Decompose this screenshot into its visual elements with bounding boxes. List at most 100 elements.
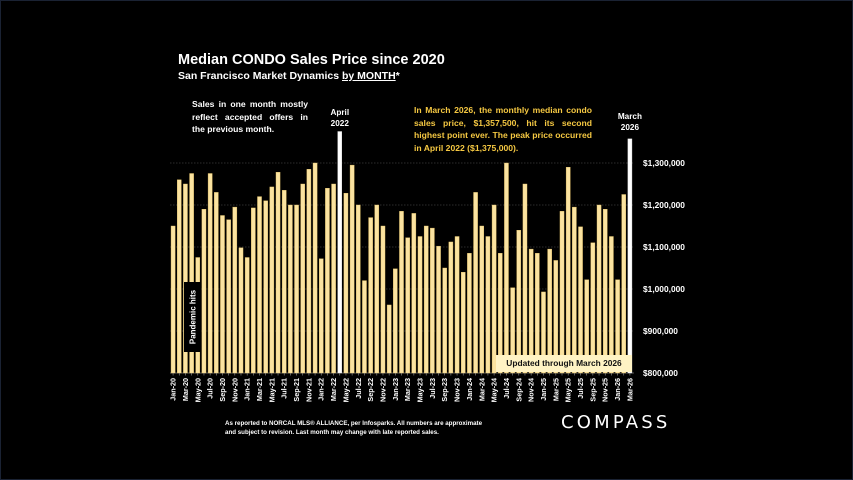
bar-jun-22 bbox=[349, 164, 355, 374]
subtitle-prefix: San Francisco Market Dynamics bbox=[178, 70, 342, 82]
x-tick-label: Mar-22 bbox=[329, 378, 338, 401]
y-tick-label: $800,000 bbox=[643, 368, 678, 378]
footer-disclaimer: As reported to NORCAL MLS® ALLIANCE, per… bbox=[225, 419, 515, 437]
bar-may-22 bbox=[343, 193, 349, 374]
bar-mar-24 bbox=[479, 225, 484, 374]
bar-jun-21 bbox=[275, 172, 281, 374]
x-tick-label: Jul-22 bbox=[354, 378, 363, 399]
marker-year: 2026 bbox=[620, 123, 640, 132]
bar-nov-23 bbox=[454, 236, 460, 374]
bar-sep-24 bbox=[516, 229, 522, 374]
bar-feb-20 bbox=[177, 179, 182, 374]
compass-logo: COMPASS bbox=[561, 412, 671, 433]
bar-jan-24 bbox=[467, 253, 472, 374]
x-axis: Jan-20 Mar-20 May-20 Jul-20 Sep-20 Nov-20 Jan-… bbox=[169, 373, 634, 402]
bar-apr-24 bbox=[485, 236, 491, 374]
bar-nov-21 bbox=[306, 169, 312, 374]
x-tick-label: Jul-20 bbox=[206, 378, 215, 399]
bars bbox=[170, 131, 633, 374]
bar-sep-21 bbox=[294, 204, 299, 374]
x-tick-label: Mar-26 bbox=[625, 378, 634, 401]
bar-feb-24 bbox=[473, 192, 478, 374]
marker-label-march-2026: March 2026 bbox=[610, 111, 650, 133]
x-tick-label: Nov-21 bbox=[304, 378, 313, 402]
y-tick-label: $1,000,000 bbox=[643, 284, 685, 294]
bar-jul-21 bbox=[281, 190, 287, 374]
bar-sep-23 bbox=[442, 267, 447, 374]
x-tick-label: Sep-24 bbox=[514, 378, 523, 402]
bar-apr-21 bbox=[263, 200, 268, 374]
x-tick-label: Nov-20 bbox=[230, 378, 239, 402]
y-tick-label: $900,000 bbox=[643, 326, 678, 336]
bar-dec-21 bbox=[312, 162, 318, 374]
x-tick-label: Sep-25 bbox=[588, 378, 597, 402]
note-march-2026: In March 2026, the monthly median condo … bbox=[414, 105, 592, 153]
bar-feb-22 bbox=[325, 187, 330, 374]
bar-jan-23 bbox=[393, 268, 398, 374]
x-tick-label: Jan-21 bbox=[243, 378, 252, 401]
bar-nov-22 bbox=[380, 225, 386, 374]
bar-apr-22 bbox=[337, 131, 343, 374]
x-tick-label: May-23 bbox=[416, 378, 425, 402]
bar-oct-24 bbox=[522, 183, 528, 374]
bar-feb-26 bbox=[621, 194, 626, 374]
bar-dec-23 bbox=[460, 272, 466, 374]
x-tick-label: May-21 bbox=[267, 378, 276, 402]
y-tick-label: $1,200,000 bbox=[643, 200, 685, 210]
bar-jan-21 bbox=[244, 257, 250, 374]
bar-oct-23 bbox=[448, 241, 454, 374]
bar-may-23 bbox=[417, 236, 423, 374]
x-tick-label: Jan-23 bbox=[391, 378, 400, 401]
x-tick-label: Nov-25 bbox=[601, 378, 610, 402]
x-tick-label: Jul-23 bbox=[428, 378, 437, 399]
bar-may-25 bbox=[565, 166, 571, 374]
x-tick-label: Nov-24 bbox=[527, 378, 536, 402]
bar-mar-26 bbox=[627, 138, 633, 374]
bar-jul-22 bbox=[356, 204, 361, 374]
marker-label-april-2022: April 2022 bbox=[320, 107, 360, 129]
pandemic-label: Pandemic hits bbox=[188, 289, 197, 345]
bar-oct-20 bbox=[226, 219, 231, 374]
x-tick-label: May-22 bbox=[341, 378, 350, 402]
bar-mar-22 bbox=[331, 183, 336, 374]
subtitle-suffix: * bbox=[395, 70, 400, 82]
x-tick-label: Jul-25 bbox=[576, 378, 585, 399]
bar-sep-22 bbox=[368, 217, 373, 374]
bar-oct-22 bbox=[374, 204, 380, 374]
bar-feb-21 bbox=[251, 207, 256, 374]
chart-title: Median CONDO Sales Price since 2020 bbox=[178, 52, 445, 68]
bar-sep-25 bbox=[590, 242, 596, 374]
bar-apr-23 bbox=[411, 213, 417, 374]
x-tick-label: Sep-21 bbox=[292, 378, 301, 402]
chart-subtitle: San Francisco Market Dynamics by MONTH* bbox=[178, 70, 400, 82]
bar-jan-22 bbox=[319, 258, 324, 374]
x-tick-label: May-20 bbox=[193, 378, 202, 402]
pandemic-annotation: Pandemic hits bbox=[184, 282, 201, 352]
disclaimer-line-1: As reported to NORCAL MLS® ALLIANCE, per… bbox=[225, 420, 483, 427]
bar-jul-23 bbox=[430, 227, 435, 374]
bar-aug-23 bbox=[436, 245, 441, 374]
x-tick-label: Jul-24 bbox=[502, 378, 511, 399]
disclaimer-line-2: and subject to revision. Last month may … bbox=[225, 429, 439, 436]
bar-dec-20 bbox=[238, 247, 244, 374]
y-tick-label: $1,100,000 bbox=[643, 242, 685, 252]
x-tick-label: Mar-24 bbox=[477, 378, 486, 401]
bar-oct-21 bbox=[300, 183, 305, 374]
x-tick-label: Nov-23 bbox=[453, 378, 462, 402]
bar-aug-20 bbox=[214, 192, 219, 374]
bar-jul-25 bbox=[578, 226, 583, 374]
bar-nov-20 bbox=[232, 206, 238, 374]
bar-feb-23 bbox=[399, 211, 404, 374]
x-tick-label: May-24 bbox=[490, 378, 499, 402]
bar-sep-20 bbox=[220, 215, 225, 374]
y-tick-label: $1,300,000 bbox=[643, 158, 685, 168]
bar-jun-23 bbox=[423, 225, 429, 374]
bar-jan-20 bbox=[170, 225, 176, 374]
bar-mar-23 bbox=[405, 237, 410, 374]
bar-may-24 bbox=[491, 204, 497, 374]
bar-mar-21 bbox=[257, 196, 262, 374]
x-tick-label: Sep-23 bbox=[440, 378, 449, 402]
x-tick-label: Mar-20 bbox=[181, 378, 190, 401]
x-tick-label: Jul-21 bbox=[280, 378, 289, 399]
